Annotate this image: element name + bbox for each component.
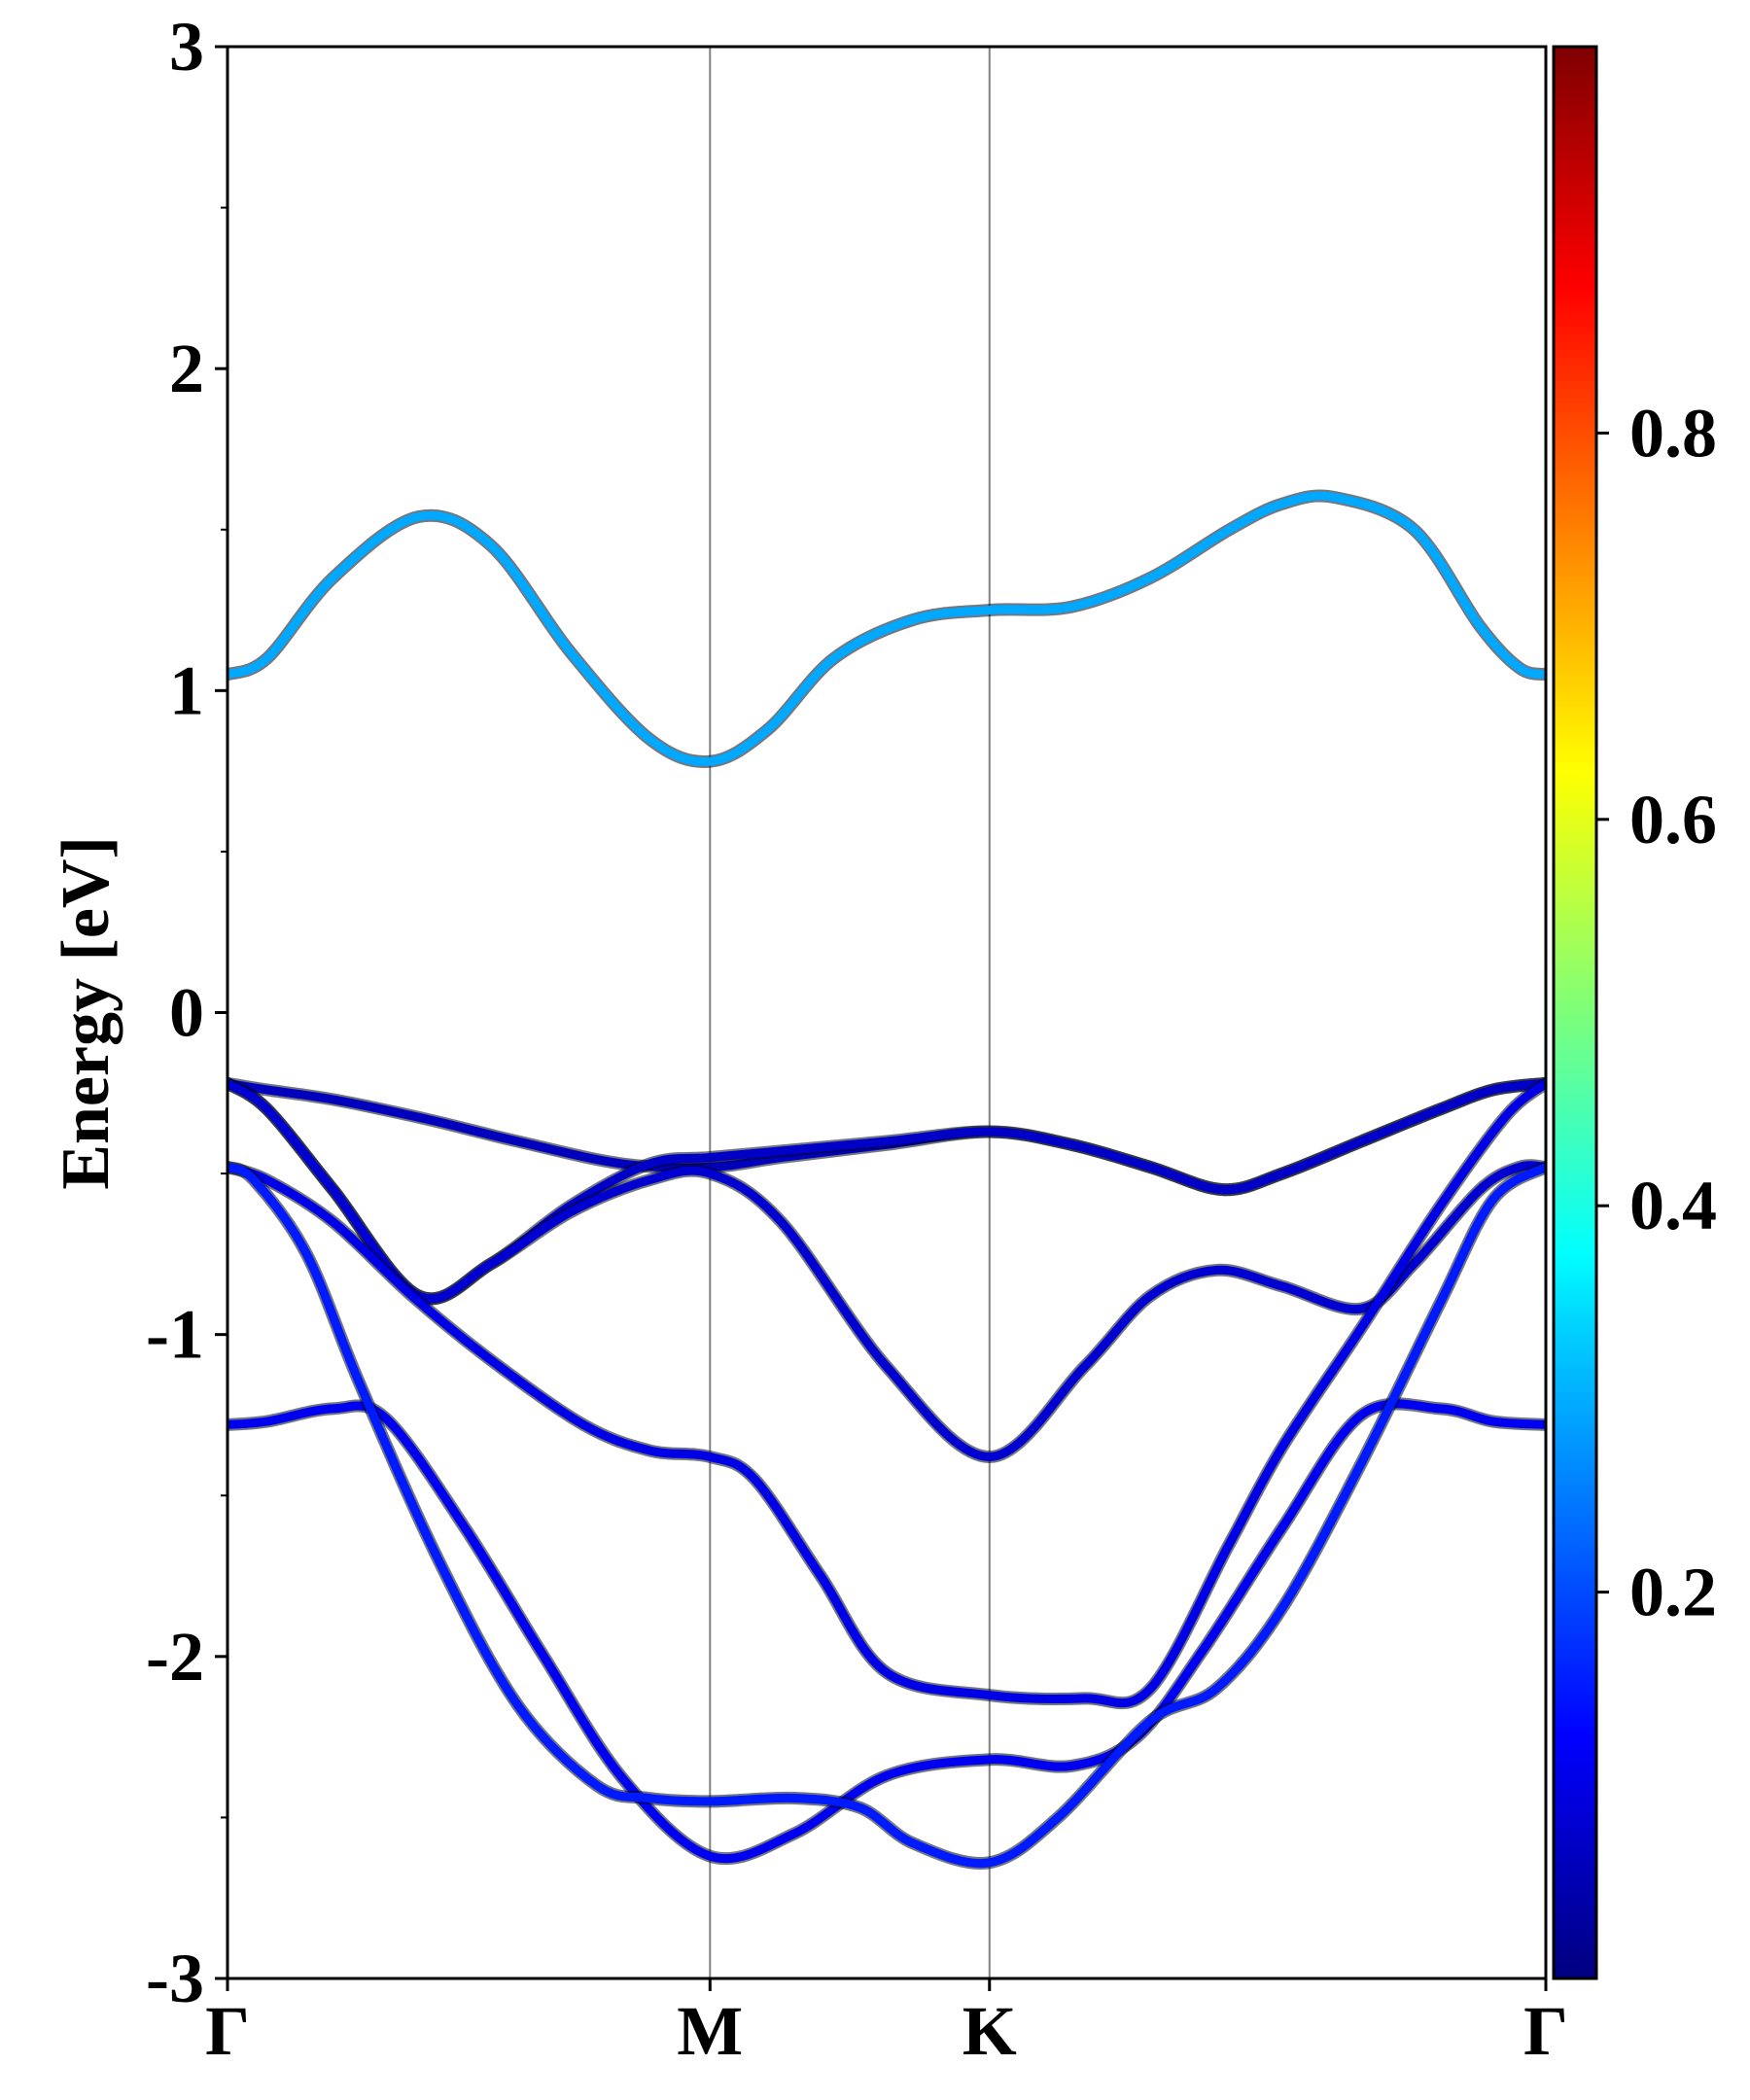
colorbar-ticks: 0.2 0.4 0.6 0.8: [1596, 394, 1717, 1631]
y-tick-label: -3: [146, 1940, 204, 2017]
x-tick-label: M: [677, 1992, 743, 2070]
valence-band-4-outline: [228, 1076, 1546, 1710]
plot-frame: [226, 45, 1548, 1980]
valence-band-4: [228, 1078, 1546, 1708]
y-tick-label: -1: [146, 1296, 204, 1374]
colorbar-tick-label: 0.8: [1629, 394, 1717, 472]
colorbar: [1552, 45, 1598, 1980]
y-tick-label: -2: [146, 1618, 204, 1696]
band-lines: [228, 489, 1546, 1871]
valence-band-6-outline: [228, 1160, 1546, 1871]
colorbar-tick-label: 0.6: [1629, 781, 1717, 858]
valence-band-6: [228, 1162, 1546, 1869]
valence-band-5: [228, 1399, 1546, 1864]
y-axis-title: Energy [eV]: [49, 836, 123, 1190]
y-tick-label: 3: [169, 8, 204, 86]
y-tick-label: 0: [169, 974, 204, 1052]
colorbar-tick-label: 0.4: [1629, 1167, 1717, 1244]
x-tick-label: Γ: [1523, 1992, 1568, 2070]
colorbar-tick-label: 0.2: [1629, 1554, 1717, 1631]
high-symmetry-lines: [709, 47, 991, 1978]
conduction-band: [228, 491, 1546, 766]
y-tick-label: 1: [169, 651, 204, 729]
y-tick-label: 2: [169, 330, 204, 407]
y-axis-ticks: -3 -2 -1 0 1 2 3: [146, 8, 228, 2017]
x-tick-label: Γ: [205, 1992, 250, 2070]
x-tick-label: K: [962, 1992, 1017, 2070]
